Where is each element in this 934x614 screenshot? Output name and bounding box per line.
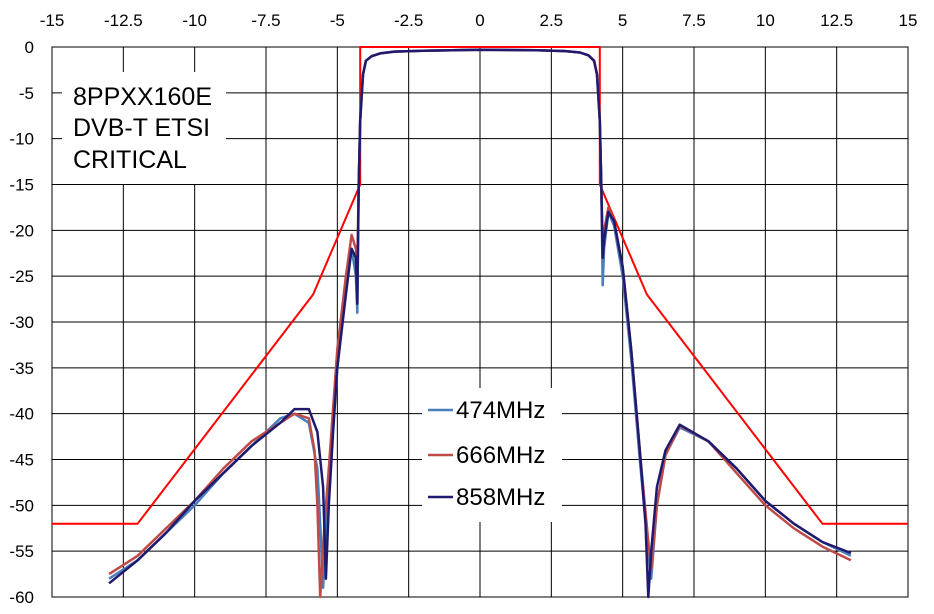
x-tick-label: -2.5 [394,11,423,30]
x-tick-label: 10 [756,11,775,30]
series-group [52,46,908,599]
x-axis-tick-labels: -15 -12.5 -10 -7.5 -5 -2.5 0 2.5 5 7.5 10 12.5 15 [40,11,918,30]
x-tick-label: 5 [618,11,627,30]
legend-label-858: 858MHz [456,484,545,511]
annotation-line-2: DVB-T ETSI [73,114,210,142]
legend-label-474: 474MHz [456,397,545,424]
y-tick-label: -40 [9,405,34,424]
y-tick-label: -20 [9,221,34,240]
x-tick-label: -10 [182,11,207,30]
x-tick-label: -7.5 [251,11,280,30]
y-tick-label: -15 [9,176,34,195]
series-line-858mhz [108,48,852,599]
y-tick-label: -10 [9,130,34,149]
legend: 474MHz 666MHz 858MHz [422,388,562,522]
x-tick-label: 15 [899,11,918,30]
x-tick-label: 2.5 [540,11,564,30]
annotation-line-3: CRITICAL [73,146,187,174]
y-tick-label: -30 [9,313,34,332]
y-tick-label: -45 [9,451,34,470]
x-tick-label: -12.5 [104,11,143,30]
annotation-background [62,72,226,184]
legend-label-666: 666MHz [456,442,545,469]
series-line-mask-limit [52,46,908,525]
x-tick-label: 12.5 [820,11,853,30]
y-tick-label: -60 [9,588,34,607]
x-tick-label: 0 [475,11,484,30]
y-tick-label: -5 [19,84,34,103]
y-axis-tick-labels: 0 -5 -10 -15 -20 -25 -30 -35 -40 -45 -50 -55 -60 [9,38,34,607]
annotation-box: 8PPXX160E DVB-T ETSI CRITICAL [62,72,226,184]
x-tick-label: -5 [330,11,345,30]
annotation-line-1: 8PPXX160E [73,83,212,111]
x-tick-label: 7.5 [682,11,706,30]
y-tick-label: -35 [9,359,34,378]
y-tick-label: -25 [9,267,34,286]
y-tick-label: -50 [9,496,34,515]
y-tick-label: 0 [25,38,34,57]
y-tick-label: -55 [9,542,34,561]
x-tick-label: -15 [40,11,65,30]
